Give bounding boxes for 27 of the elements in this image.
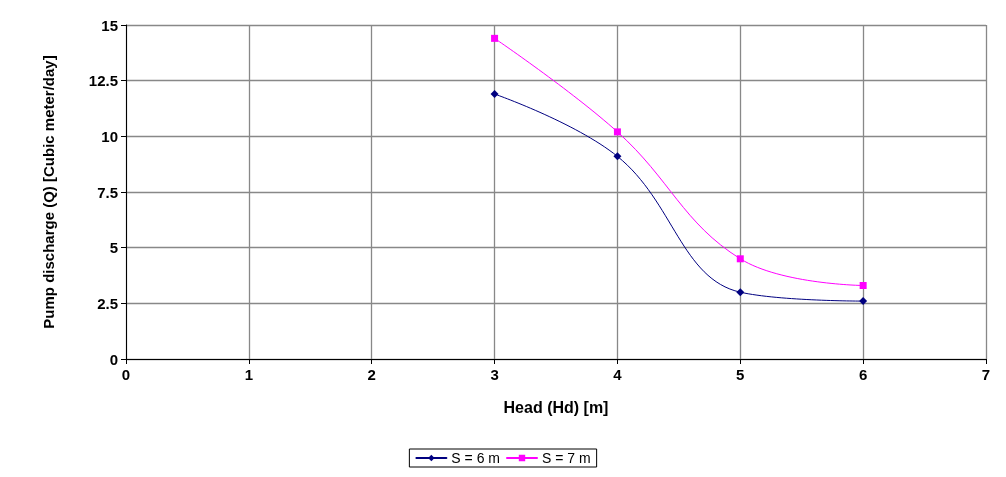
point	[736, 288, 745, 297]
point	[613, 152, 622, 161]
y-tick-label: 5	[109, 239, 118, 257]
legend-label: S = 7 m	[542, 450, 591, 466]
legend-label: S = 6 m	[451, 450, 501, 466]
point	[736, 255, 744, 263]
y-tick-label: 2.5	[97, 294, 118, 312]
y-tick-label: 0	[109, 350, 118, 368]
y-tick-label: 7.5	[97, 183, 118, 201]
point	[859, 282, 867, 290]
x-tick-label: 6	[858, 366, 868, 383]
point	[859, 297, 868, 306]
point	[613, 128, 621, 136]
x-tick-label: 2	[367, 366, 376, 383]
point	[491, 34, 499, 42]
x-tick-label: 5	[736, 366, 745, 383]
point	[490, 90, 499, 99]
x-tick-label: 1	[244, 366, 254, 383]
x-tick-label: 0	[121, 366, 131, 383]
y-axis-title: Pump discharge (Q) [Cubic meter/day]	[40, 55, 57, 329]
y-tick-label: 10	[101, 127, 118, 145]
y-tick-label: 12.5	[88, 72, 118, 90]
x-axis-title: Head (Hd) [m]	[503, 398, 609, 416]
x-tick-label: 7	[981, 366, 991, 383]
x-tick-label: 4	[613, 366, 623, 383]
x-tick-label: 3	[490, 366, 499, 383]
y-tick-label: 15	[101, 16, 118, 34]
